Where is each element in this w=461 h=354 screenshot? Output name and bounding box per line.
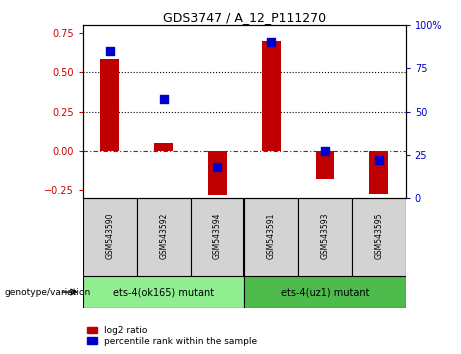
Bar	[190, 198, 244, 276]
Text: genotype/variation: genotype/variation	[5, 287, 91, 297]
Bar	[298, 198, 352, 276]
Text: GSM543593: GSM543593	[320, 212, 330, 259]
Text: GSM543595: GSM543595	[374, 212, 383, 259]
Text: ets-4(ok165) mutant: ets-4(ok165) mutant	[113, 287, 214, 297]
Title: GDS3747 / A_12_P111270: GDS3747 / A_12_P111270	[163, 11, 326, 24]
Text: GSM543591: GSM543591	[267, 212, 276, 259]
Bar	[262, 41, 281, 151]
Point	[160, 97, 167, 102]
Text: GSM543594: GSM543594	[213, 212, 222, 259]
Bar	[208, 151, 227, 195]
Point	[375, 157, 383, 163]
Bar	[83, 276, 244, 308]
Text: ets-4(uz1) mutant: ets-4(uz1) mutant	[281, 287, 369, 297]
Bar	[154, 143, 173, 151]
Bar	[83, 198, 137, 276]
Bar	[316, 151, 334, 179]
Point	[214, 164, 221, 170]
Legend: log2 ratio, percentile rank within the sample: log2 ratio, percentile rank within the s…	[88, 326, 257, 346]
Text: GSM543590: GSM543590	[106, 212, 114, 259]
Bar	[100, 59, 119, 151]
Point	[106, 48, 113, 53]
Point	[267, 39, 275, 45]
Bar	[352, 198, 406, 276]
Bar	[369, 151, 388, 194]
Text: GSM543592: GSM543592	[159, 212, 168, 259]
Bar	[244, 198, 298, 276]
Bar	[137, 198, 190, 276]
Bar	[244, 276, 406, 308]
Point	[321, 149, 329, 154]
